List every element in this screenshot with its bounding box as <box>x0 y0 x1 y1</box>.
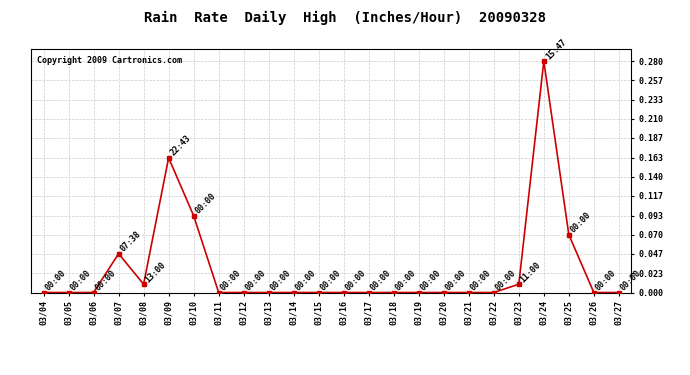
Text: 00:00: 00:00 <box>294 268 317 292</box>
Text: 00:00: 00:00 <box>344 268 368 292</box>
Text: 00:00: 00:00 <box>569 211 593 235</box>
Text: 00:00: 00:00 <box>594 268 618 292</box>
Text: 00:00: 00:00 <box>244 268 268 292</box>
Text: 22:43: 22:43 <box>168 134 193 158</box>
Text: 00:00: 00:00 <box>219 268 243 292</box>
Text: 11:00: 11:00 <box>519 260 543 284</box>
Text: 00:00: 00:00 <box>419 268 443 292</box>
Text: 00:00: 00:00 <box>619 268 643 292</box>
Text: 00:00: 00:00 <box>319 268 343 292</box>
Text: 00:00: 00:00 <box>494 268 518 292</box>
Text: 00:00: 00:00 <box>469 268 493 292</box>
Text: 00:00: 00:00 <box>444 268 468 292</box>
Text: 00:00: 00:00 <box>68 268 92 292</box>
Text: 07:38: 07:38 <box>119 230 143 254</box>
Text: Rain  Rate  Daily  High  (Inches/Hour)  20090328: Rain Rate Daily High (Inches/Hour) 20090… <box>144 11 546 26</box>
Text: 00:00: 00:00 <box>43 268 68 292</box>
Text: 00:00: 00:00 <box>394 268 417 292</box>
Text: 00:00: 00:00 <box>94 268 117 292</box>
Text: 00:00: 00:00 <box>268 268 293 292</box>
Text: 13:00: 13:00 <box>144 260 168 284</box>
Text: 15:47: 15:47 <box>544 37 568 61</box>
Text: 00:00: 00:00 <box>368 268 393 292</box>
Text: 00:00: 00:00 <box>194 192 217 216</box>
Text: Copyright 2009 Cartronics.com: Copyright 2009 Cartronics.com <box>37 56 182 65</box>
